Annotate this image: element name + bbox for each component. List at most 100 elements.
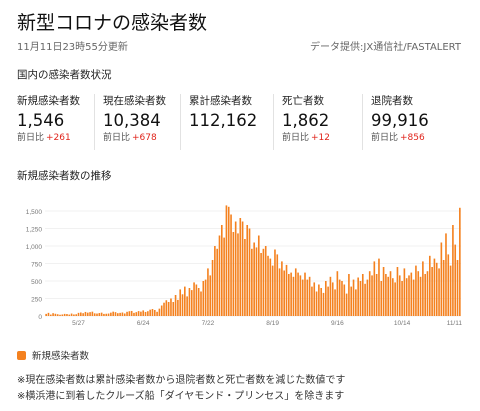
bar[interactable] [225,205,228,316]
bar[interactable] [408,275,410,316]
bar[interactable] [355,289,357,316]
bar[interactable] [331,282,334,316]
bar[interactable] [264,246,267,316]
bar[interactable] [380,281,383,316]
bar[interactable] [288,274,290,316]
bar[interactable] [116,313,119,316]
bar[interactable] [123,313,126,316]
bar[interactable] [308,276,311,316]
bar[interactable] [431,267,433,316]
bar[interactable] [276,254,279,316]
bar[interactable] [257,235,260,317]
bar[interactable] [56,314,59,316]
bar[interactable] [160,305,163,317]
bar[interactable] [366,279,369,316]
bar[interactable] [419,276,422,316]
bar[interactable] [304,272,306,316]
bar[interactable] [405,278,408,316]
bar[interactable] [322,292,325,316]
bar[interactable] [387,276,390,316]
bar[interactable] [253,242,255,317]
bar[interactable] [220,225,223,316]
bar[interactable] [47,312,50,316]
bar[interactable] [75,314,78,316]
bar[interactable] [144,311,147,316]
bar[interactable] [103,313,105,316]
bar[interactable] [170,298,172,317]
bar[interactable] [172,302,175,316]
bar[interactable] [348,274,350,316]
bar[interactable] [428,255,431,316]
bar[interactable] [70,313,73,316]
bar[interactable] [237,233,239,316]
bar[interactable] [454,244,457,316]
bar[interactable] [105,313,108,316]
bar[interactable] [412,279,415,316]
bar[interactable] [234,221,237,317]
bar[interactable] [368,271,371,316]
bar[interactable] [306,279,309,316]
bar[interactable] [66,314,68,316]
bar[interactable] [204,279,207,316]
bar[interactable] [77,312,80,316]
bar[interactable] [299,275,302,316]
bar[interactable] [278,268,281,316]
bar[interactable] [410,272,413,316]
bar[interactable] [440,242,443,317]
bar[interactable] [174,295,177,316]
bar[interactable] [403,268,406,316]
bar[interactable] [230,214,232,317]
bar[interactable] [179,289,182,316]
bar[interactable] [442,260,445,316]
bar[interactable] [290,272,292,316]
bar[interactable] [59,314,61,316]
bar[interactable] [49,314,52,316]
bar[interactable] [292,276,295,316]
bar[interactable] [147,311,149,316]
bar[interactable] [186,296,188,316]
bar[interactable] [200,291,202,317]
bar[interactable] [80,312,82,317]
bar[interactable] [301,279,304,316]
bar[interactable] [345,293,348,316]
bar[interactable] [382,267,385,316]
bar[interactable] [271,265,274,316]
bar[interactable] [255,247,258,316]
bar[interactable] [73,314,75,316]
bar[interactable] [140,311,142,316]
bar[interactable] [197,288,200,316]
bar[interactable] [112,311,114,316]
bar[interactable] [126,311,128,316]
bar[interactable] [378,258,380,316]
bar[interactable] [352,279,355,316]
bar[interactable] [239,218,242,316]
bar[interactable] [269,258,272,316]
bar[interactable] [163,302,165,316]
bar[interactable] [459,207,461,316]
bar[interactable] [241,221,244,317]
bar[interactable] [320,288,322,316]
bar[interactable] [151,309,154,316]
bar[interactable] [294,268,297,316]
bar[interactable] [96,313,98,316]
bar[interactable] [107,313,110,316]
bar[interactable] [389,271,392,316]
bar[interactable] [133,312,135,316]
bar[interactable] [401,281,403,316]
bar[interactable] [438,268,440,316]
bar[interactable] [424,274,426,316]
bar[interactable] [100,312,103,316]
bar[interactable] [211,260,214,316]
bar[interactable] [86,312,89,316]
bar[interactable] [184,286,186,316]
bar[interactable] [98,313,101,316]
chart-legend[interactable]: 新規感染者数 [17,348,89,362]
bar[interactable] [149,309,151,316]
bar[interactable] [285,264,288,316]
bar[interactable] [329,276,332,316]
bar[interactable] [244,239,246,316]
bar[interactable] [297,272,299,316]
bar[interactable] [135,312,138,316]
bar[interactable] [341,281,343,316]
bar[interactable] [167,302,170,316]
